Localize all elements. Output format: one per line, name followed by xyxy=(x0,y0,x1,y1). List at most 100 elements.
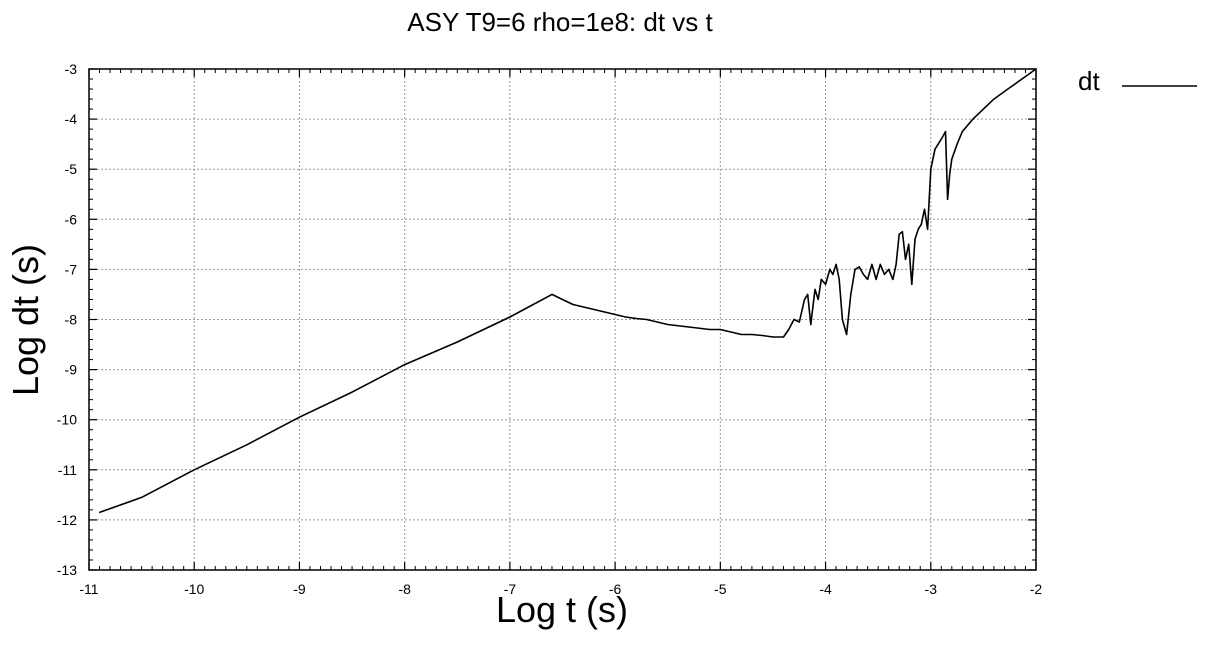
data-point xyxy=(908,243,910,245)
data-point xyxy=(993,98,995,100)
y-tick-label: -9 xyxy=(65,362,78,378)
y-tick-label: -11 xyxy=(58,462,77,478)
data-point xyxy=(798,321,800,323)
data-point xyxy=(923,208,926,210)
data-point xyxy=(456,341,458,343)
data-point xyxy=(1024,75,1027,78)
data-point xyxy=(788,328,790,331)
data-point xyxy=(807,293,809,296)
data-point xyxy=(930,168,932,170)
y-tick-label: -12 xyxy=(57,512,77,528)
chart-title: ASY T9=6 rho=1e8: dt vs t xyxy=(407,7,713,37)
data-point xyxy=(850,293,852,296)
data-point xyxy=(1003,90,1006,93)
x-axis-title: Log t (s) xyxy=(496,589,628,630)
data-point xyxy=(740,333,742,336)
data-point xyxy=(982,108,984,110)
data-point xyxy=(603,311,606,313)
data-point xyxy=(917,228,919,230)
data-point xyxy=(551,293,553,296)
data-point xyxy=(829,268,831,270)
data-point xyxy=(817,298,819,301)
series-points-dt xyxy=(98,68,1037,513)
data-point xyxy=(927,228,929,230)
x-tick-label: -9 xyxy=(293,581,306,597)
data-point xyxy=(625,316,627,318)
data-point xyxy=(509,316,511,318)
y-tick-labels: -3 -4 -5 -6 -7 -8 -9 -10 -11 -12 -13 xyxy=(57,61,77,578)
data-point xyxy=(1035,68,1037,70)
plot-frame xyxy=(88,68,1037,571)
data-point xyxy=(972,118,974,120)
data-point xyxy=(895,263,897,265)
data-point xyxy=(246,444,248,446)
y-tick-label: -6 xyxy=(65,211,78,227)
data-point xyxy=(98,511,101,513)
data-point xyxy=(772,336,774,338)
data-point xyxy=(914,238,916,240)
data-point xyxy=(862,273,865,276)
data-point xyxy=(871,263,873,265)
data-point xyxy=(901,231,903,233)
data-point xyxy=(875,278,877,281)
x-tick-labels: -11 -10 -9 -8 -7 -6 -5 -4 -3 -2 xyxy=(79,581,1042,597)
legend: dt xyxy=(1078,66,1197,96)
grid xyxy=(89,69,1036,570)
x-tick-label: -11 xyxy=(79,581,98,597)
data-point xyxy=(879,263,881,265)
data-point xyxy=(561,298,564,301)
y-tick-label: -3 xyxy=(65,61,78,77)
data-point xyxy=(751,333,753,336)
data-point xyxy=(709,328,711,331)
data-point xyxy=(934,148,936,150)
data-point xyxy=(719,328,721,331)
data-point xyxy=(888,268,890,270)
data-point xyxy=(841,318,843,321)
data-point xyxy=(858,266,860,268)
data-point xyxy=(667,323,669,326)
data-point xyxy=(824,283,827,286)
y-tick-label: -8 xyxy=(65,312,78,328)
data-point xyxy=(1014,83,1016,85)
data-point xyxy=(883,273,886,276)
data-point xyxy=(961,131,963,133)
data-point xyxy=(730,331,732,333)
y-tick-label: -7 xyxy=(65,261,78,277)
x-tick-label: -2 xyxy=(1030,581,1043,597)
data-point xyxy=(635,317,637,320)
data-point xyxy=(940,138,942,140)
data-point xyxy=(761,334,764,337)
data-point xyxy=(814,288,816,291)
data-point xyxy=(904,258,907,260)
data-point xyxy=(810,323,812,326)
legend-label-dt: dt xyxy=(1078,66,1100,96)
data-point xyxy=(782,336,785,338)
x-tick-label: -8 xyxy=(398,581,411,597)
data-point xyxy=(646,318,648,321)
data-point xyxy=(572,303,574,306)
data-point xyxy=(867,278,869,281)
data-point xyxy=(951,158,953,160)
data-point xyxy=(832,273,834,276)
data-point xyxy=(820,278,822,281)
data-point xyxy=(193,469,195,471)
x-tick-label: -4 xyxy=(819,581,832,597)
data-point xyxy=(582,306,585,308)
x-tick-label: -6 xyxy=(609,581,622,597)
y-tick-label: -5 xyxy=(65,161,78,177)
x-tick-label: -7 xyxy=(504,581,517,597)
data-point xyxy=(947,198,949,200)
data-point xyxy=(404,363,406,366)
data-point xyxy=(949,173,951,175)
data-point xyxy=(944,131,947,133)
y-tick-label: -10 xyxy=(57,412,77,428)
y-axis-title: Log dt (s) xyxy=(5,244,46,396)
data-point xyxy=(920,223,922,225)
data-point xyxy=(835,263,837,265)
data-point xyxy=(854,268,856,270)
data-point xyxy=(793,318,795,321)
data-point xyxy=(911,283,913,286)
data-point xyxy=(803,298,806,301)
x-tick-label: -3 xyxy=(925,581,938,597)
